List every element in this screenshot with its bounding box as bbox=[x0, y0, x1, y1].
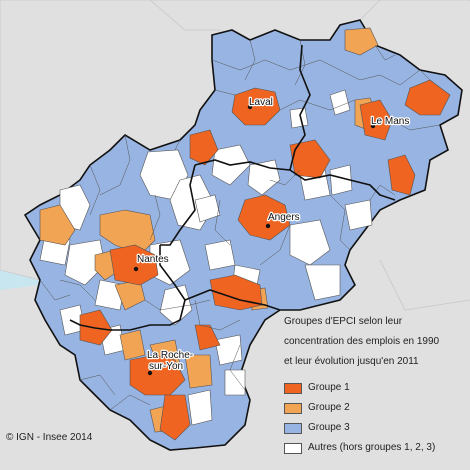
city-markers bbox=[133, 104, 376, 376]
department-boundaries bbox=[69, 44, 396, 331]
nantes-dot bbox=[133, 266, 139, 272]
city-label-nantes: Nantes bbox=[137, 254, 169, 265]
city-label-angers: Angers bbox=[268, 212, 300, 223]
credit: © IGN - Insee 2014 bbox=[6, 432, 93, 443]
legend-title-line-1: Groupes d'EPCI selon leur bbox=[284, 316, 403, 327]
legend: Groupes d'EPCI selon leur concentration … bbox=[284, 312, 468, 458]
autres-areas bbox=[39, 89, 373, 426]
legend-swatch-groupe-1 bbox=[284, 382, 302, 394]
legend-swatch-autres bbox=[284, 442, 302, 454]
legend-item-groupe-1: Groupe 1 bbox=[284, 378, 468, 398]
epci-boundaries bbox=[39, 39, 441, 411]
legend-label-autres: Autres (hors groupes 1, 2, 3) bbox=[308, 442, 436, 453]
la-roche-dot bbox=[147, 370, 153, 376]
outside-border bbox=[379, 259, 470, 311]
legend-label-groupe-3: Groupe 3 bbox=[308, 422, 350, 433]
angers-dot bbox=[265, 223, 271, 229]
city-label-laval: Laval bbox=[249, 97, 273, 108]
legend-swatch-groupe-2 bbox=[284, 402, 302, 414]
legend-label-groupe-2: Groupe 2 bbox=[308, 402, 350, 413]
le-mans-dot bbox=[370, 123, 376, 129]
legend-item-autres: Autres (hors groupes 1, 2, 3) bbox=[284, 438, 468, 458]
legend-item-groupe-2: Groupe 2 bbox=[284, 398, 468, 418]
groupe-1-areas bbox=[79, 79, 451, 441]
legend-swatch-groupe-3 bbox=[284, 422, 302, 434]
outside-border bbox=[149, 0, 220, 31]
legend-title-line-2: concentration des emplois en 1990 bbox=[284, 336, 440, 347]
city-label-le-mans: Le Mans bbox=[371, 116, 409, 127]
outside-border bbox=[359, 0, 381, 21]
city-label-la-roche-line1: La Roche- bbox=[147, 350, 193, 361]
city-label-la-roche-line2: sur-Yon bbox=[149, 361, 183, 372]
legend-title-line-3: et leur évolution jusqu'en 2011 bbox=[284, 356, 419, 367]
laval-dot bbox=[247, 104, 253, 110]
legend-item-groupe-3: Groupe 3 bbox=[284, 418, 468, 438]
legend-label-groupe-1: Groupe 1 bbox=[308, 382, 350, 393]
legend-title: Groupes d'EPCI selon leur concentration … bbox=[284, 312, 468, 372]
